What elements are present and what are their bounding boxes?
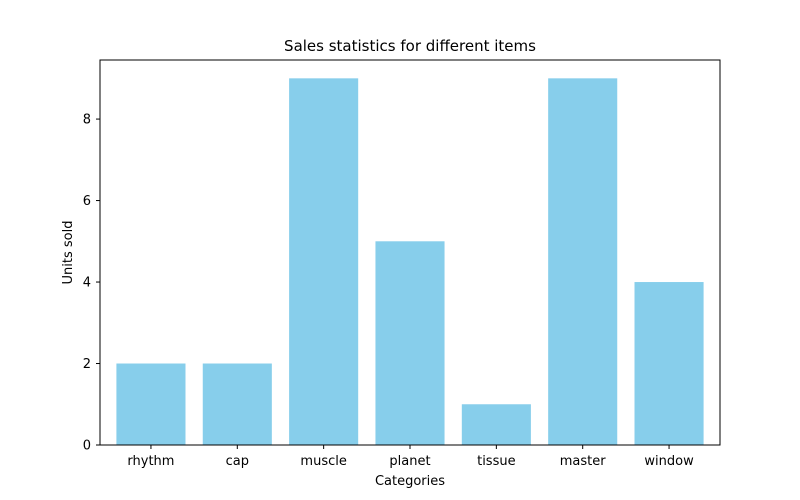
bar-window — [634, 282, 704, 445]
y-tick-label: 6 — [83, 194, 91, 209]
y-tick-label: 4 — [83, 276, 91, 291]
y-axis-label: Units sold — [61, 221, 76, 285]
x-tick-label: planet — [389, 454, 430, 469]
y-tick-label: 8 — [83, 113, 91, 128]
bar-master — [548, 78, 618, 445]
bar-muscle — [289, 78, 359, 445]
x-tick-label: master — [560, 454, 606, 469]
bar-rhythm — [116, 363, 186, 445]
x-tick-label: muscle — [300, 454, 346, 469]
y-tick-label: 2 — [83, 357, 91, 372]
chart-title: Sales statistics for different items — [284, 37, 536, 55]
x-tick-label: cap — [226, 454, 249, 469]
x-axis-label: Categories — [375, 474, 445, 489]
plot-frame — [99, 59, 721, 446]
bar-planet — [375, 241, 445, 445]
x-tick-label: tissue — [477, 454, 516, 469]
x-tick-label: window — [644, 454, 694, 469]
bar-tissue — [461, 404, 531, 445]
y-tick-label: 0 — [83, 439, 91, 454]
x-ticks-group: rhythm cap muscle planet tissue master window — [127, 445, 694, 469]
y-ticks-group: 0 2 4 6 8 — [83, 113, 100, 454]
bars-group — [116, 78, 704, 445]
bar-cap — [202, 363, 272, 445]
x-tick-label: rhythm — [127, 454, 174, 469]
